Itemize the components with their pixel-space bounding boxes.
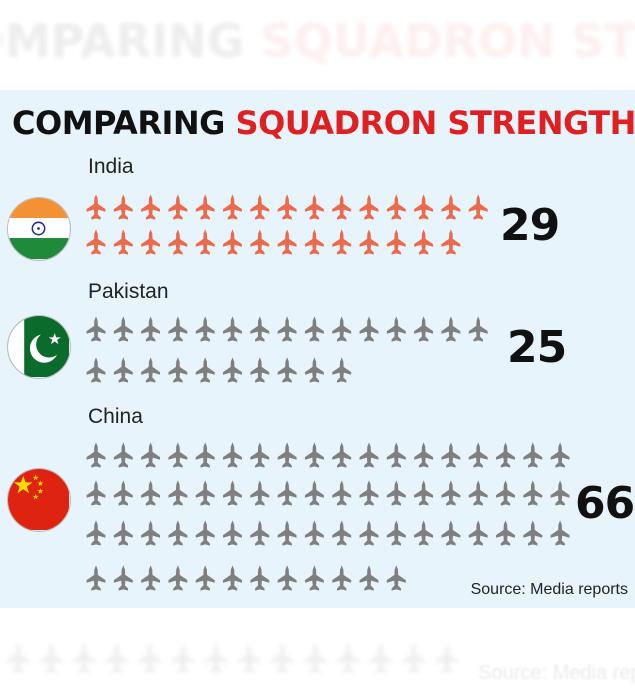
ghost-jet-icon (303, 642, 327, 674)
label-china: China (88, 405, 143, 428)
ghost-jet-icon (138, 642, 162, 674)
ghost-jet-icon (270, 642, 294, 674)
ghost-jet-icon (237, 642, 261, 674)
total-pakistan: 25 (507, 322, 567, 373)
ghost-jet-icon (105, 642, 129, 674)
ghost-source: Source: Media reports (478, 662, 635, 684)
total-india: 29 (500, 200, 560, 251)
source-note: Source: Media reports (470, 581, 628, 598)
india-flag-icon (7, 197, 71, 261)
ghost-title: COMPARING SQUADRON STRENGTH (0, 14, 635, 68)
title-part-1: COMPARING (12, 104, 225, 142)
total-china: 66 (575, 478, 635, 529)
chart-title: COMPARING SQUADRON STRENGTH (12, 98, 635, 148)
pakistan-flag-icon (7, 315, 71, 379)
ghost-jet-icon (369, 642, 393, 674)
label-india: India (88, 155, 134, 178)
label-pakistan: Pakistan (88, 280, 169, 303)
ghost-jet-icon (204, 642, 228, 674)
ghost-jets (6, 642, 459, 674)
ghost-jet-icon (336, 642, 360, 674)
ghost-jet-icon (6, 642, 30, 674)
china-flag-icon (7, 468, 71, 532)
ghost-jet-icon (402, 642, 426, 674)
ghost-jet-icon (171, 642, 195, 674)
ghost-jet-icon (72, 642, 96, 674)
title-part-2: SQUADRON STRENGTH (235, 104, 635, 142)
ghost-jet-icon (435, 642, 459, 674)
ghost-jet-icon (39, 642, 63, 674)
